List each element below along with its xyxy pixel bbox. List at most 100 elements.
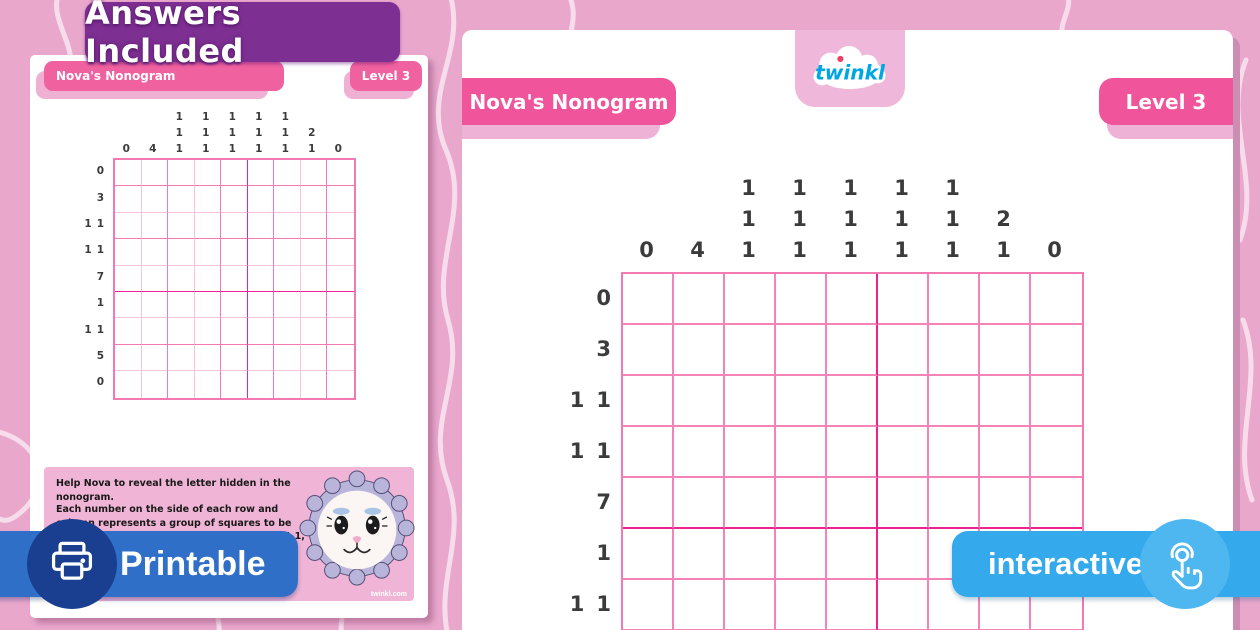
grid-cell[interactable] bbox=[623, 376, 674, 427]
grid-cell[interactable] bbox=[878, 376, 929, 427]
grid-cell bbox=[274, 186, 301, 213]
row-clue: 1 bbox=[596, 540, 611, 565]
grid-cell[interactable] bbox=[674, 274, 725, 325]
grid-cell[interactable] bbox=[674, 427, 725, 478]
row-clue: 3 bbox=[96, 191, 104, 204]
grid-cell[interactable] bbox=[980, 325, 1031, 376]
grid-cell[interactable] bbox=[725, 325, 776, 376]
grid-cell[interactable] bbox=[725, 478, 776, 529]
grid-cell[interactable] bbox=[1031, 274, 1082, 325]
row-clue: 1 bbox=[96, 297, 104, 310]
grid-cell[interactable] bbox=[725, 529, 776, 580]
activity-title: Nova's Nonogram bbox=[469, 89, 669, 114]
grid-cell bbox=[168, 160, 195, 187]
grid-cell bbox=[221, 160, 248, 187]
col-clue: 4 bbox=[149, 143, 157, 155]
grid-cell bbox=[168, 186, 195, 213]
grid-cell[interactable] bbox=[776, 427, 827, 478]
grid-cell[interactable] bbox=[827, 325, 878, 376]
row-clue: 0 bbox=[96, 165, 104, 178]
grid-cell bbox=[274, 371, 301, 398]
grid-cell[interactable] bbox=[623, 427, 674, 478]
grid-cell[interactable] bbox=[1031, 376, 1082, 427]
grid-cell[interactable] bbox=[725, 274, 776, 325]
grid-cell[interactable] bbox=[827, 274, 878, 325]
grid-cell bbox=[221, 265, 248, 292]
grid-cell bbox=[300, 239, 327, 266]
printable-icon-circle[interactable] bbox=[27, 519, 117, 609]
grid-cell[interactable] bbox=[725, 376, 776, 427]
grid-cell[interactable] bbox=[929, 427, 980, 478]
grid-cell[interactable] bbox=[725, 580, 776, 630]
nova-sheep-illustration bbox=[299, 470, 415, 586]
grid-cell bbox=[300, 160, 327, 187]
grid-cell[interactable] bbox=[776, 274, 827, 325]
grid-cell bbox=[194, 212, 221, 240]
grid-cell[interactable] bbox=[878, 529, 929, 580]
grid-cell[interactable] bbox=[878, 325, 929, 376]
grid-cell[interactable] bbox=[1031, 325, 1082, 376]
grid-cell bbox=[168, 371, 195, 398]
grid-cell[interactable] bbox=[623, 580, 674, 630]
grid-cell[interactable] bbox=[929, 478, 980, 529]
grid-cell[interactable] bbox=[623, 478, 674, 529]
grid-cell[interactable] bbox=[623, 274, 674, 325]
grid-cell bbox=[168, 239, 195, 266]
grid-cell[interactable] bbox=[776, 325, 827, 376]
twinkl-logo-tab: twinkl bbox=[795, 30, 905, 107]
grid-cell bbox=[300, 344, 327, 372]
col-clue: 0 bbox=[1047, 238, 1062, 262]
printer-icon bbox=[51, 541, 93, 580]
grid-cell bbox=[115, 344, 142, 372]
grid-cell[interactable] bbox=[1031, 427, 1082, 478]
grid-cell[interactable] bbox=[725, 427, 776, 478]
grid-cell[interactable] bbox=[929, 376, 980, 427]
twinkl-logo-dot bbox=[837, 55, 844, 62]
grid-cell bbox=[274, 265, 301, 292]
grid-cell[interactable] bbox=[980, 478, 1031, 529]
grid-cell[interactable] bbox=[674, 478, 725, 529]
grid-cell[interactable] bbox=[674, 325, 725, 376]
row-clue: 0 bbox=[96, 376, 104, 389]
grid-cell bbox=[194, 344, 221, 372]
grid-cell bbox=[141, 160, 168, 187]
grid-cell[interactable] bbox=[827, 427, 878, 478]
grid-cell[interactable] bbox=[776, 376, 827, 427]
grid-cell[interactable] bbox=[1031, 478, 1082, 529]
grid-cell[interactable] bbox=[929, 325, 980, 376]
grid-cell[interactable] bbox=[827, 529, 878, 580]
grid-cell[interactable] bbox=[674, 529, 725, 580]
grid-cell[interactable] bbox=[878, 274, 929, 325]
interactive-icon-circle[interactable] bbox=[1140, 519, 1230, 609]
grid-cell[interactable] bbox=[674, 376, 725, 427]
grid-cell[interactable] bbox=[827, 376, 878, 427]
grid-cell[interactable] bbox=[827, 580, 878, 630]
grid-cell[interactable] bbox=[623, 325, 674, 376]
grid-cell[interactable] bbox=[776, 529, 827, 580]
grid-cell[interactable] bbox=[878, 478, 929, 529]
grid-cell[interactable] bbox=[980, 274, 1031, 325]
grid-cell bbox=[115, 239, 142, 266]
grid-cell[interactable] bbox=[776, 478, 827, 529]
grid-cell[interactable] bbox=[674, 580, 725, 630]
grid-cell[interactable] bbox=[776, 580, 827, 630]
grid-cell[interactable] bbox=[878, 427, 929, 478]
grid-cell[interactable] bbox=[980, 376, 1031, 427]
grid-cell[interactable] bbox=[878, 580, 929, 630]
grid-cell[interactable] bbox=[623, 529, 674, 580]
grid-cell[interactable] bbox=[827, 478, 878, 529]
grid-cell bbox=[274, 318, 301, 345]
grid-cell[interactable] bbox=[980, 427, 1031, 478]
grid-cell bbox=[194, 160, 221, 187]
grid-cell bbox=[300, 212, 327, 240]
grid-cell bbox=[115, 291, 142, 319]
grid-cell[interactable] bbox=[929, 274, 980, 325]
